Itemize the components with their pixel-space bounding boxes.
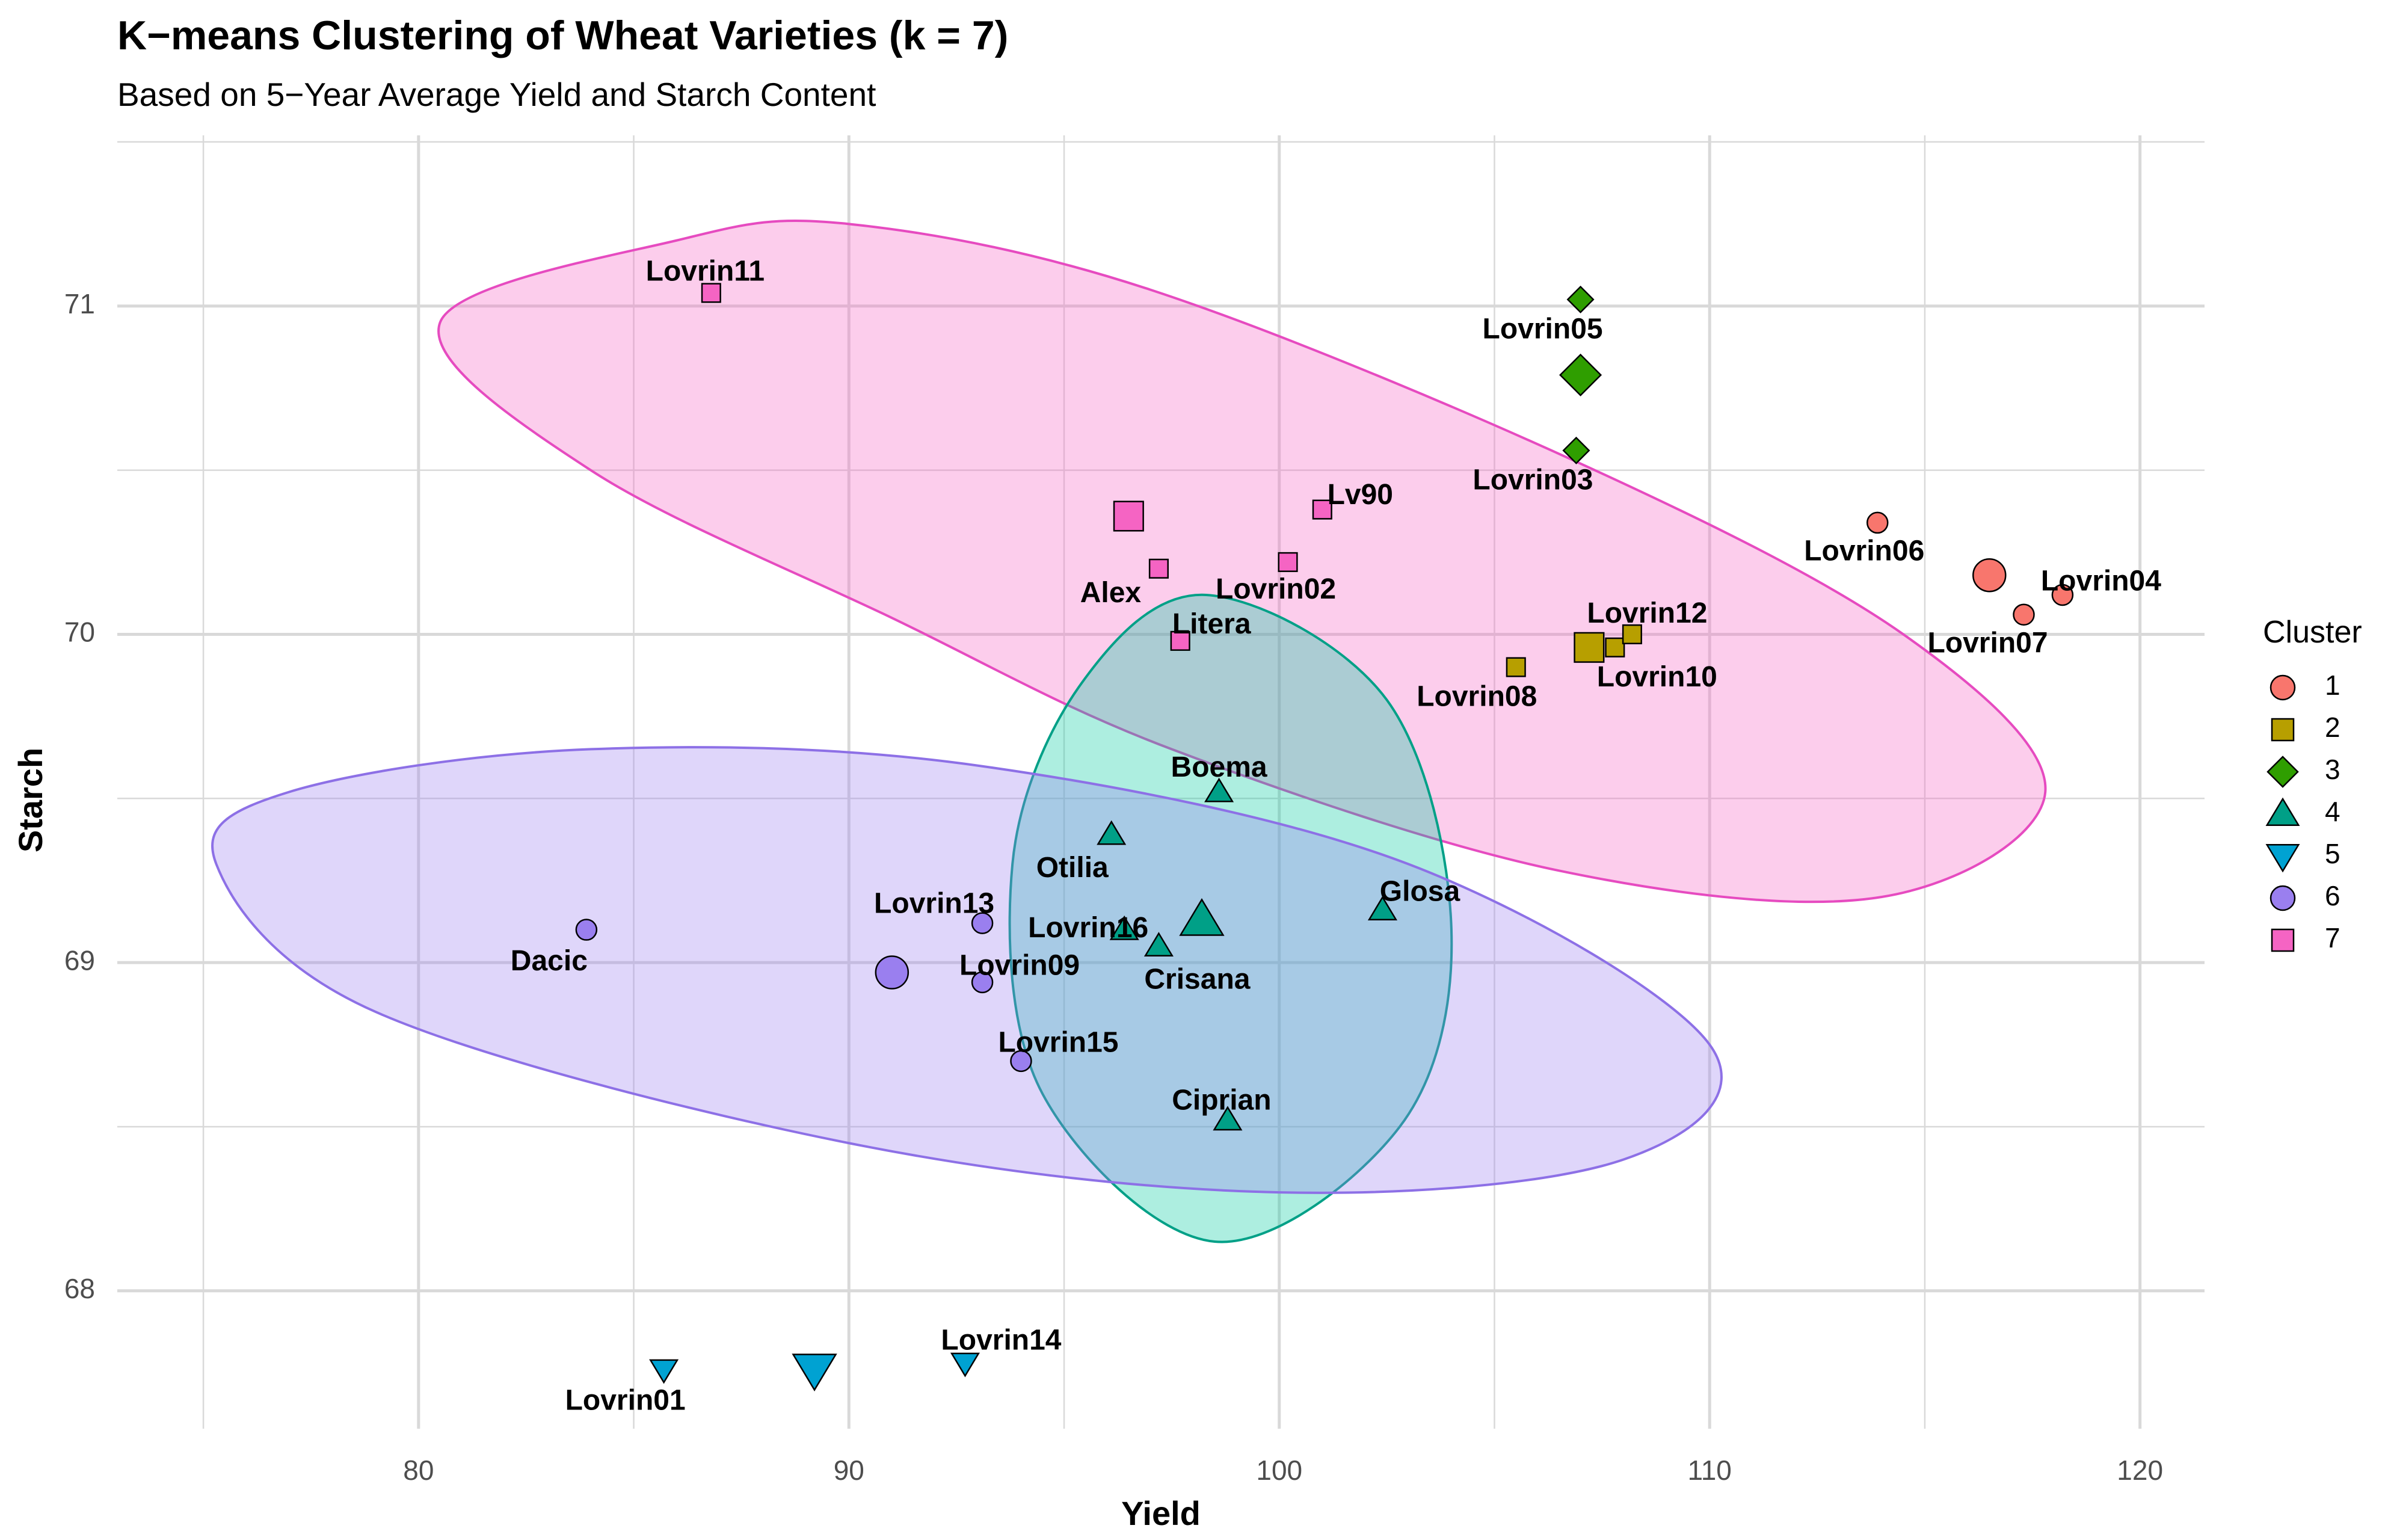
point-Lovrin03 — [1562, 436, 1590, 464]
label-Lovrin03: Lovrin03 — [1473, 464, 1593, 496]
label-Lovrin06: Lovrin06 — [1804, 535, 1924, 567]
legend-label-7: 7 — [2325, 922, 2340, 953]
centroid-cluster-2 — [1574, 632, 1605, 663]
legend-key-4 — [2265, 797, 2300, 826]
point-Crisana — [1143, 932, 1174, 957]
label-Lovrin12: Lovrin12 — [1587, 597, 1707, 629]
legend-label-6: 6 — [2325, 880, 2340, 911]
cluster-ellipses — [211, 219, 2047, 1243]
label-Lovrin11: Lovrin11 — [646, 256, 765, 288]
point-Litera — [1170, 630, 1190, 651]
legend: Cluster 1 2 3 4 5 6 7 — [2263, 615, 2362, 953]
x-tick-label: 80 — [403, 1455, 434, 1486]
centroid-cluster-4 — [1179, 898, 1225, 936]
label-Dacic: Dacic — [511, 945, 588, 977]
point-Lovrin09 — [971, 971, 994, 994]
cluster-centroids — [792, 353, 2007, 1391]
label-Crisana: Crisana — [1144, 964, 1250, 996]
legend-title: Cluster — [2263, 615, 2362, 650]
axis-ticks: 80 90 100 110 120 68 69 70 71 — [64, 288, 2163, 1486]
y-tick-label: 71 — [64, 288, 95, 319]
label-Lovrin02: Lovrin02 — [1216, 573, 1336, 605]
centroid-cluster-3 — [1559, 353, 1602, 396]
point-Lovrin16 — [1109, 915, 1139, 940]
label-Alex: Alex — [1080, 577, 1142, 609]
y-tick-label: 70 — [64, 617, 95, 648]
x-tick-label: 110 — [1688, 1455, 1732, 1486]
centroid-cluster-7 — [1113, 500, 1144, 532]
point-labels: Lovrin04 Lovrin06 Lovrin07 Lovrin08 Lovrin10… — [511, 256, 2161, 1417]
point-Glosa — [1367, 896, 1397, 921]
point-Lovrin04 — [2051, 584, 2074, 606]
cluster-4-ellipse — [1008, 593, 1453, 1243]
legend-key-2 — [2271, 718, 2295, 742]
legend-label-5: 5 — [2325, 838, 2340, 869]
label-Lovrin01: Lovrin01 — [565, 1384, 686, 1416]
centroid-cluster-6 — [875, 955, 909, 990]
data-points — [575, 283, 2074, 1384]
point-Lovrin07 — [2013, 603, 2035, 626]
chart-title: K−means Clustering of Wheat Varieties (k… — [117, 13, 1008, 58]
point-Lovrin12 — [1622, 624, 1642, 644]
label-Litera: Litera — [1172, 608, 1251, 640]
centroid-cluster-1 — [1972, 558, 2007, 593]
point-Lovrin13 — [971, 912, 994, 934]
point-Ciprian — [1213, 1106, 1243, 1131]
point-Lovrin01 — [649, 1359, 679, 1384]
label-Otilia: Otilia — [1036, 852, 1109, 884]
legend-key-6 — [2270, 885, 2296, 911]
label-Lovrin16: Lovrin16 — [1028, 912, 1148, 944]
label-Lovrin09: Lovrin09 — [959, 950, 1080, 982]
point-Lovrin15 — [1010, 1050, 1032, 1073]
point-Lovrin06 — [1866, 511, 1889, 534]
y-tick-label: 69 — [64, 944, 95, 976]
label-Lv90: Lv90 — [1328, 479, 1393, 511]
label-Ciprian: Ciprian — [1172, 1085, 1271, 1116]
cluster-6-ellipse — [211, 746, 1723, 1194]
label-Boema: Boema — [1171, 751, 1267, 783]
centroid-cluster-5 — [792, 1354, 837, 1391]
y-tick-label: 68 — [64, 1273, 95, 1304]
label-Lovrin08: Lovrin08 — [1417, 681, 1537, 713]
legend-label-2: 2 — [2325, 712, 2340, 743]
point-Boema — [1204, 777, 1234, 802]
chart-subtitle: Based on 5−Year Average Yield and Starch… — [117, 76, 876, 113]
legend-label-1: 1 — [2325, 670, 2340, 701]
point-Lovrin08 — [1506, 657, 1526, 677]
x-tick-label: 90 — [834, 1455, 864, 1486]
x-tick-label: 120 — [2117, 1455, 2163, 1486]
label-Lovrin05: Lovrin05 — [1483, 313, 1603, 345]
y-axis-title: Starch — [11, 748, 49, 852]
legend-key-5 — [2265, 844, 2300, 873]
point-Dacic — [575, 919, 598, 941]
label-Lovrin04: Lovrin04 — [2041, 565, 2161, 597]
label-Lovrin07: Lovrin07 — [1927, 627, 2048, 659]
label-Glosa: Glosa — [1380, 875, 1460, 907]
point-Lovrin05 — [1566, 285, 1595, 313]
x-axis-title: Yield — [1121, 1494, 1201, 1532]
point-Lovrin02 — [1278, 552, 1298, 572]
point-Alex — [1148, 558, 1169, 579]
x-tick-label: 100 — [1256, 1455, 1302, 1486]
legend-label-3: 3 — [2325, 754, 2340, 785]
legend-key-1 — [2270, 674, 2296, 701]
legend-label-4: 4 — [2325, 796, 2340, 827]
label-Lovrin10: Lovrin10 — [1597, 661, 1717, 693]
legend-key-7 — [2271, 928, 2295, 952]
cluster-7-ellipse — [437, 219, 2047, 904]
point-Lovrin11 — [701, 283, 721, 303]
point-Lv90 — [1312, 499, 1332, 520]
point-Lovrin14 — [950, 1352, 980, 1378]
legend-key-3 — [2267, 756, 2299, 788]
label-Lovrin13: Lovrin13 — [874, 887, 994, 919]
label-Lovrin15: Lovrin15 — [998, 1027, 1118, 1059]
label-Lovrin14: Lovrin14 — [941, 1325, 1061, 1357]
point-Lovrin10 — [1605, 637, 1625, 658]
point-Otilia — [1097, 820, 1127, 845]
grid — [117, 135, 2205, 1429]
